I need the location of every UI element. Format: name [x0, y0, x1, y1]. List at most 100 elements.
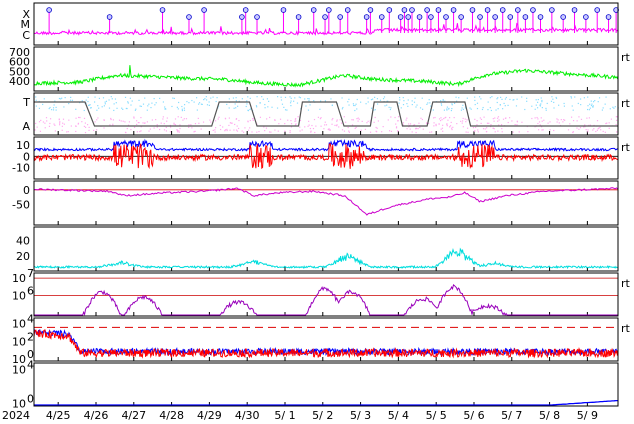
away-point: [534, 126, 536, 128]
away-point: [61, 125, 63, 127]
toward-point: [480, 98, 482, 100]
toward-point: [255, 105, 258, 107]
toward-point: [54, 100, 56, 102]
panel-electron-flux-rt-marker: rt: [621, 277, 631, 290]
toward-point: [413, 101, 416, 103]
away-point: [177, 116, 179, 118]
away-point: [361, 120, 363, 122]
toward-point: [587, 96, 589, 98]
away-point: [366, 122, 368, 124]
toward-point: [247, 109, 250, 112]
x-year-label: 2024: [2, 409, 30, 422]
away-point: [497, 116, 500, 118]
away-point: [142, 122, 144, 124]
away-point: [578, 116, 580, 118]
away-point: [236, 125, 238, 127]
away-point: [415, 131, 417, 134]
away-point: [476, 124, 478, 126]
away-point: [433, 125, 435, 127]
away-point: [514, 123, 516, 126]
toward-point: [320, 100, 322, 102]
toward-point: [151, 102, 153, 104]
toward-point: [256, 96, 258, 98]
toward-point: [504, 105, 506, 107]
away-point: [512, 131, 514, 133]
away-point: [324, 121, 326, 123]
flare-marker: [239, 14, 245, 20]
toward-point: [55, 106, 57, 109]
toward-point: [592, 106, 594, 108]
toward-point: [348, 98, 350, 100]
away-point: [462, 126, 464, 128]
away-point: [124, 121, 126, 123]
flare-marker: [405, 14, 412, 20]
away-point: [610, 118, 613, 120]
toward-point: [539, 105, 542, 107]
toward-point: [43, 98, 45, 100]
away-point: [492, 118, 494, 120]
away-point: [338, 126, 340, 128]
flare-marker: [254, 14, 260, 20]
toward-point: [354, 104, 356, 107]
away-point: [355, 126, 357, 129]
toward-point: [250, 108, 252, 110]
away-point: [103, 127, 105, 129]
toward-point: [94, 96, 96, 98]
away-point: [480, 122, 482, 124]
toward-point: [604, 103, 606, 105]
away-point: [308, 124, 310, 126]
toward-point: [371, 98, 374, 100]
away-point: [110, 117, 112, 120]
away-point: [66, 131, 68, 133]
toward-point: [247, 96, 249, 98]
away-point: [442, 124, 444, 126]
away-point: [446, 123, 448, 125]
away-point: [390, 116, 392, 118]
away-point: [595, 130, 597, 133]
away-point: [402, 122, 405, 124]
away-point: [58, 124, 61, 126]
away-point: [173, 123, 175, 125]
away-point: [516, 124, 518, 126]
toward-point: [605, 96, 607, 98]
away-point: [588, 117, 590, 119]
toward-point: [474, 103, 476, 106]
away-point: [162, 116, 164, 118]
toward-point: [155, 102, 157, 104]
flare-marker: [378, 14, 385, 20]
away-point: [397, 120, 399, 122]
flare-marker: [522, 14, 529, 20]
toward-point: [228, 98, 230, 100]
toward-point: [122, 108, 124, 110]
panel-imf-components: 100-10: [12, 138, 619, 175]
toward-point: [540, 103, 542, 105]
away-point: [348, 130, 350, 132]
away-point: [238, 119, 240, 122]
toward-point: [535, 99, 537, 101]
away-point: [615, 119, 618, 121]
toward-point: [592, 101, 595, 103]
away-point: [224, 130, 226, 132]
panel-electron-flux-frame: [33, 272, 619, 317]
toward-point: [162, 101, 164, 103]
toward-point: [271, 106, 273, 108]
away-point: [511, 120, 513, 122]
away-point: [345, 121, 347, 123]
toward-point: [280, 99, 283, 101]
toward-point: [283, 106, 285, 108]
away-point: [289, 131, 291, 134]
toward-point: [171, 105, 173, 108]
away-point: [151, 119, 153, 121]
toward-point: [290, 100, 292, 102]
away-point: [169, 126, 172, 128]
electron-ytick-6-exp: 6: [27, 284, 34, 297]
sector-line: [34, 101, 618, 127]
toward-point: [183, 104, 186, 106]
away-point: [494, 131, 496, 133]
away-point: [163, 129, 166, 131]
toward-point: [276, 107, 279, 109]
away-point: [228, 117, 230, 119]
away-point: [441, 127, 444, 129]
away-point: [173, 122, 175, 124]
away-point: [194, 123, 197, 125]
